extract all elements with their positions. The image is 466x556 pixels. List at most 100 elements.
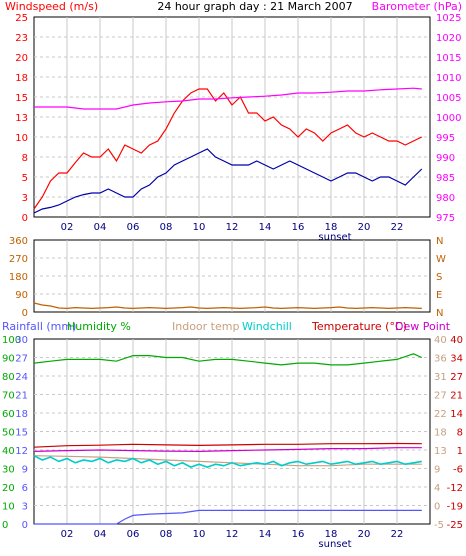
x-tick-label: 20 [358,222,371,233]
temperature-tick-label: 8 [457,428,463,439]
temperature-tick-label: 21 [450,391,463,402]
windspeed-tick-label: 20 [15,53,28,64]
temperature-tick-label: -19 [447,502,463,513]
windspeed-tick-label: 10 [15,133,28,144]
direction-degree-tick-label: 360 [9,236,28,247]
barometer-tick-label: 1000 [436,113,461,124]
direction-degree-tick-label: 180 [9,272,28,283]
x-tick-label: 04 [94,222,107,233]
chart-title: 24 hour graph day : 21 March 2007 [157,0,352,13]
humidity-tick-label: 40 [2,446,15,457]
barometer-line [34,87,422,110]
humidity-tick-label: 100 [2,335,21,346]
humidity-tick-label: 50 [2,428,15,439]
rainfall-tick-label: 18 [15,409,28,420]
barometer-tick-label: 1025 [436,13,461,24]
barometer-tick-labels: 1025 1020 1015 1010 1005 1000 995 990 985 980 975 [436,13,461,224]
panel-wind-grid [34,17,430,217]
windspeed-tick-label: 18 [15,73,28,84]
x-tick-label: 04 [94,529,107,540]
barometer-tick-label: 1010 [436,73,461,84]
x-tick-label: 18 [325,222,338,233]
inner-temperature-tick-label: 22 [434,409,447,420]
average-line [33,148,423,214]
x-tick-label: 12 [226,222,239,233]
x-tick-label: 02 [61,222,74,233]
x-tick-label: 06 [127,529,140,540]
rainfall-tick-label: 9 [22,465,28,476]
windspeed-tick-label: 3 [22,193,28,204]
humidity-tick-label: 30 [2,465,15,476]
humidity-line [33,353,423,366]
rainfall-tick-label: 27 [15,354,28,365]
direction-line [33,302,422,310]
x-tick-label: 02 [61,529,74,540]
windspeed-tick-label: 0 [22,213,28,224]
temperature-tick-label: -12 [447,483,463,494]
barometer-tick-label: 1005 [436,93,461,104]
sunset-marker-label: sunset [318,232,351,243]
rainfall-tick-label: 21 [15,391,28,402]
sunset-marker-label-bottom: sunset [318,539,351,550]
windspeed-axis-title: Windspeed (m/s) [5,0,98,13]
barometer-tick-label: 1020 [436,33,461,44]
panel-wind-series [33,87,423,214]
legend-humidity: Humidity % [67,320,131,333]
inner-temperature-tick-label: 13 [434,446,447,457]
temperature-tick-label: 27 [450,372,463,383]
panel-temperature-grid [34,339,430,524]
panel-direction-series [33,302,422,310]
direction-degree-tick-labels: 360 270 180 90 0 [9,236,28,319]
rainfall-tick-label: 3 [22,502,28,513]
legend-rainfall: Rainfall (mm) [2,320,76,333]
x-tick-label: 08 [160,222,173,233]
windspeed-tick-label: 13 [15,113,28,124]
direction-compass-tick-label: N [436,308,443,319]
x-tick-label: 14 [259,529,272,540]
temperature-line [33,442,422,448]
x-tick-label: 08 [160,529,173,540]
direction-compass-tick-label: S [436,272,442,283]
rainfall-tick-label: 24 [15,372,28,383]
barometer-axis-title: Barometer (hPa) [372,0,462,13]
rainfall-tick-label: 6 [22,483,28,494]
inner-temperature-tick-label: 4 [434,483,440,494]
x-tick-label: 20 [358,529,371,540]
direction-degree-tick-label: 90 [15,290,28,301]
humidity-tick-label: 80 [2,372,15,383]
rainfall-tick-label: 12 [15,446,28,457]
direction-compass-tick-label: E [436,290,442,301]
barometer-tick-label: 975 [436,213,455,224]
x-tick-label: 06 [127,222,140,233]
barometer-tick-label: 995 [436,133,455,144]
inner-temperature-tick-label: 36 [434,354,447,365]
x-tick-label: 22 [391,529,404,540]
inner-temperature-tick-label: 18 [434,428,447,439]
panel-temperature-series [33,353,423,525]
direction-compass-tick-label: W [436,254,446,265]
barometer-tick-label: 1015 [436,53,461,64]
temperature-tick-label: 34 [450,354,463,365]
rainfall-tick-label: 15 [15,428,28,439]
humidity-tick-label: 20 [2,483,15,494]
panel-direction-grid [34,240,430,312]
rainfall-line [34,509,422,525]
humidity-tick-label: 0 [2,520,8,531]
panel-temperature-x-tick-labels: 02 04 06 08 10 12 14 16 18 20 22 [61,529,404,540]
windspeed-tick-label: 8 [22,153,28,164]
direction-degree-tick-label: 270 [9,254,28,265]
barometer-tick-label: 990 [436,153,455,164]
inner-temperature-tick-label: 40 [434,335,447,346]
temperature-tick-label: 1 [457,446,463,457]
direction-compass-tick-label: N [436,236,443,247]
inner-temperature-tick-label: 31 [434,372,447,383]
humidity-tick-label: 90 [2,354,15,365]
rainfall-tick-label: 30 [15,335,28,346]
temperature-tick-label: -6 [453,465,463,476]
panel-wind-x-tick-labels: 02 04 06 08 10 12 14 16 18 20 22 [61,222,404,233]
legend-dew-point: Dew Point [395,320,451,333]
inner-temperature-tick-label: -5 [434,520,444,531]
inner-temperature-tick-label: 9 [434,465,440,476]
humidity-tick-label: 70 [2,391,15,402]
